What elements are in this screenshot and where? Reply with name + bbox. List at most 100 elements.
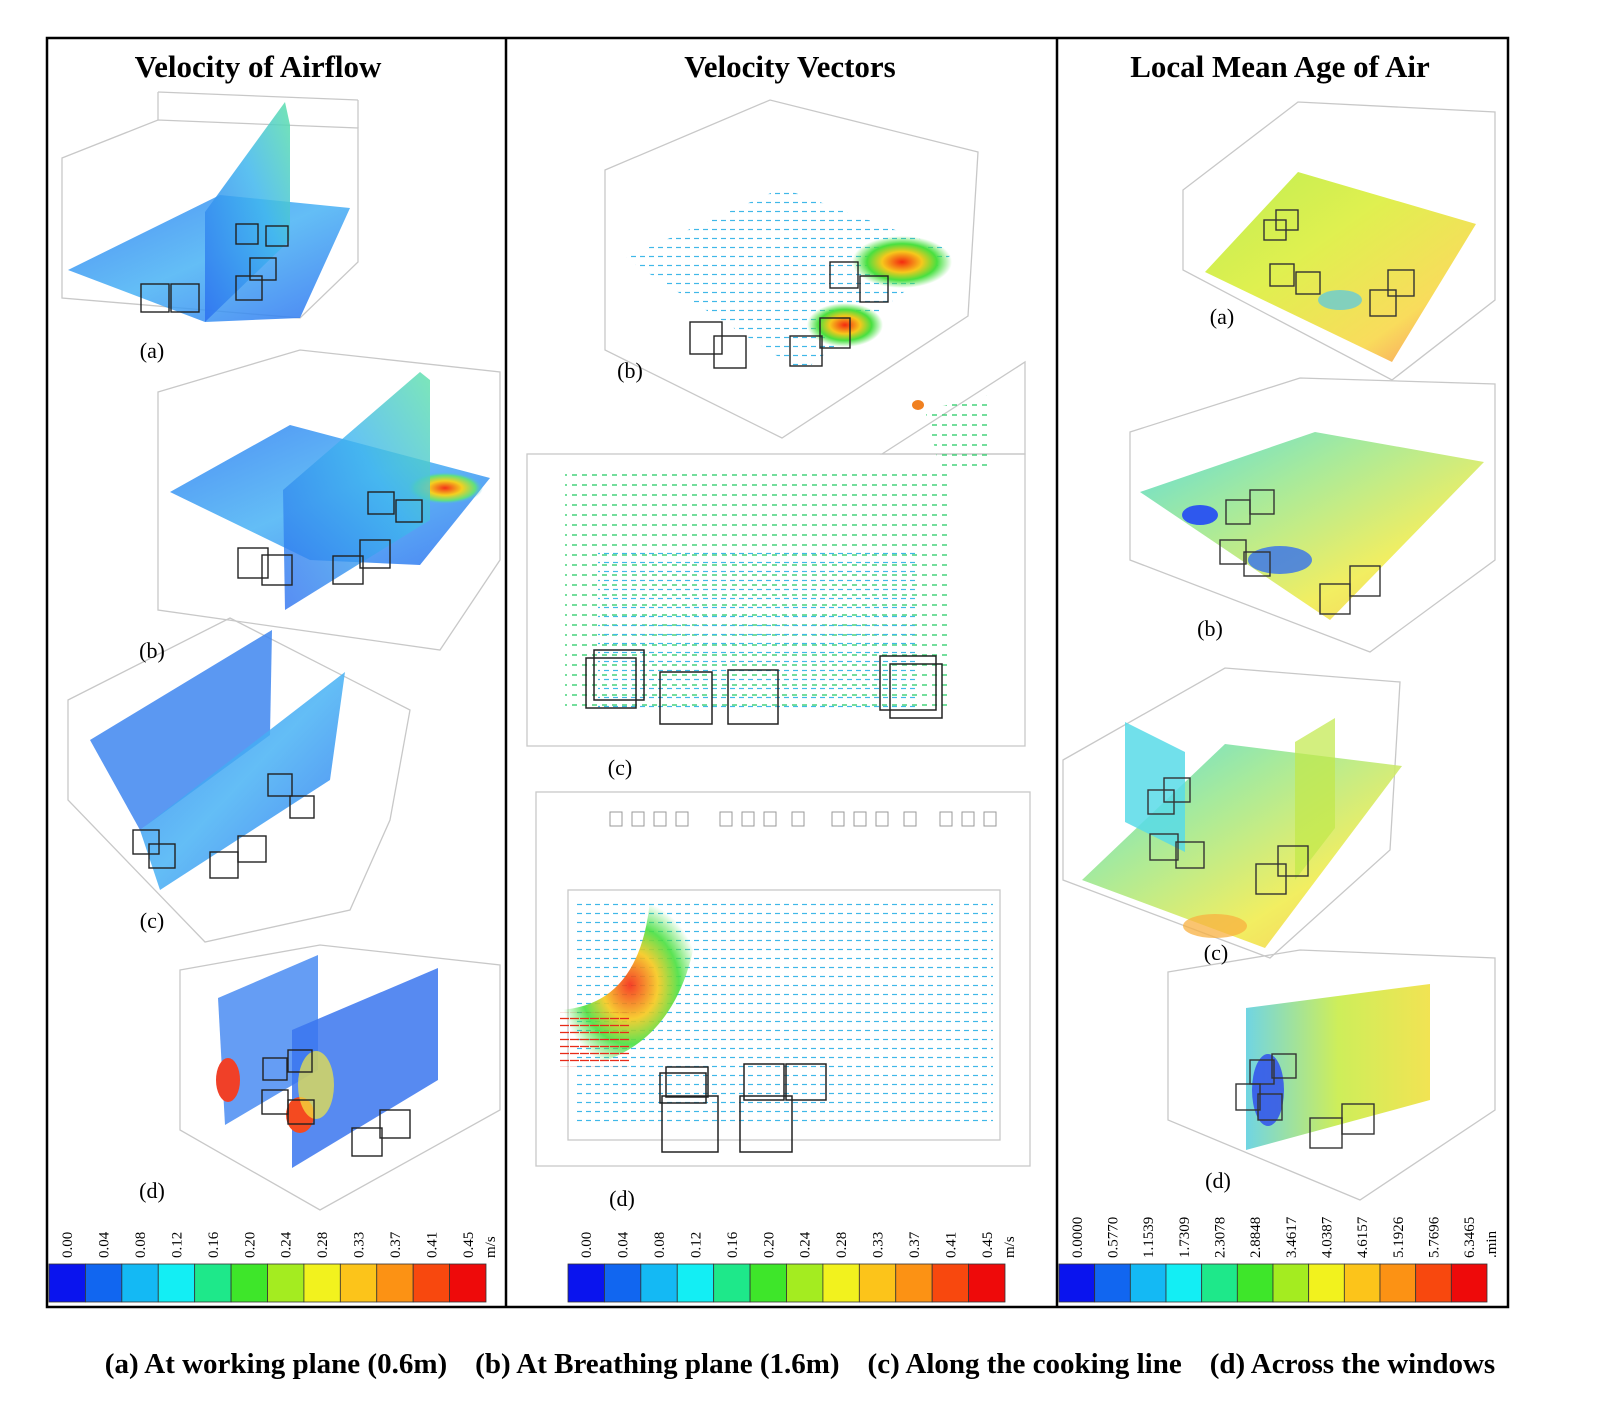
colorbar-swatch	[85, 1263, 123, 1303]
colorbar-swatch	[449, 1263, 487, 1303]
subfigure-label: (d)	[139, 1178, 165, 1203]
colorbar-tick-label: 4.0387	[1320, 1216, 1336, 1258]
colorbar-tick-label: 0.28	[315, 1232, 331, 1258]
colorbar-tick-label: 0.12	[688, 1232, 704, 1258]
colorbar-tick-label: 0.37	[907, 1231, 923, 1258]
colorbar-swatch	[931, 1263, 969, 1303]
colorbar-swatch	[1129, 1263, 1167, 1303]
colorbar-tick-label: 5.1926	[1391, 1216, 1407, 1258]
colorbar-tick-label: 0.16	[206, 1231, 222, 1258]
colorbar-tick-label: 0.41	[943, 1232, 959, 1258]
caption-b: (b) At Breathing plane (1.6m)	[475, 1348, 840, 1380]
colorbar-age: 0.0000 0.5770 1.1539 1.7309 2.3078 2.8848 3.46…	[1058, 1216, 1500, 1303]
colorbar-tick-label: 0.41	[424, 1232, 440, 1258]
colorbar-swatch	[968, 1263, 1006, 1303]
colorbar-tick-label: 0.16	[725, 1231, 741, 1258]
colorbar-tick-label: 0.08	[652, 1232, 668, 1258]
colorbar-tick-label: 2.8848	[1248, 1217, 1264, 1258]
vector-model-b	[604, 99, 979, 439]
colorbar-tick-label: 0.12	[169, 1232, 185, 1258]
colorbar-swatch	[412, 1263, 450, 1303]
colorbar-swatch	[48, 1263, 86, 1303]
caption-d: (d) Across the windows	[1209, 1348, 1496, 1380]
colorbar-swatch	[339, 1263, 378, 1303]
colorbar-tick-label: 0.24	[279, 1231, 295, 1258]
colorbar-swatch	[303, 1263, 341, 1303]
colorbar-tick-label: 0.45	[461, 1232, 477, 1258]
colorbar-swatch	[1415, 1263, 1452, 1303]
age-model-a	[1182, 101, 1496, 381]
age-model-d	[1167, 949, 1496, 1201]
subfigure-label: (d)	[1205, 1168, 1231, 1193]
colorbar-unit: m/s	[483, 1236, 499, 1258]
colorbar-swatch	[567, 1263, 605, 1303]
vector-model-d	[535, 791, 1031, 1167]
caption-c: (c) Along the cooking line	[867, 1348, 1182, 1380]
colorbar-swatch	[376, 1263, 414, 1303]
colorbar-swatch	[895, 1263, 933, 1303]
room-model-d	[179, 944, 501, 1211]
subfigure-label: (b)	[1197, 616, 1223, 641]
colorbar-swatch	[858, 1263, 897, 1303]
colorbar-swatch	[230, 1263, 268, 1303]
colorbar-tick-label: 0.00	[60, 1232, 76, 1258]
colorbar-tick-label: 0.37	[388, 1231, 404, 1258]
colorbar-swatch	[1272, 1263, 1310, 1303]
panel-velocity-airflow	[61, 91, 501, 1211]
colorbar-tick-label: 0.04	[97, 1231, 113, 1258]
colorbar-tick-label: 0.20	[242, 1232, 258, 1258]
colorbar-swatch	[1058, 1263, 1096, 1303]
colorbar-tick-label: 0.28	[834, 1232, 850, 1258]
subfigure-label: (d)	[609, 1186, 635, 1211]
colorbar-tick-label: 1.7309	[1177, 1217, 1193, 1258]
colorbar-velocity: 0.00 0.04 0.08 0.12 0.16 0.20 0.24 0.28 0.33 0.37…	[48, 1231, 499, 1303]
subfigure-label: (c)	[1204, 940, 1228, 965]
subfigure-label: (c)	[140, 908, 164, 933]
colorbar-swatch	[676, 1263, 715, 1303]
subfigure-label: (c)	[608, 755, 632, 780]
colorbar-tick-label: 6.3465	[1462, 1217, 1478, 1258]
colorbar-tick-label: 0.04	[616, 1231, 632, 1258]
colorbar-swatch	[267, 1263, 305, 1303]
age-model-c	[1062, 667, 1402, 959]
colorbar-swatch	[157, 1263, 196, 1303]
subfigure-label: (b)	[139, 638, 165, 663]
colorbar-tick-label: 3.4617	[1284, 1216, 1300, 1258]
colorbar-tick-label: 0.33	[871, 1232, 887, 1258]
colorbar-swatch	[1165, 1263, 1203, 1303]
colorbar-swatch	[749, 1263, 787, 1303]
colorbar-tick-label: 0.24	[798, 1231, 814, 1258]
colorbar-vectors: 0.00 0.04 0.08 0.12 0.16 0.20 0.24 0.28 0.33 0.37…	[567, 1231, 1018, 1303]
subfigure-label: (a)	[1210, 304, 1234, 329]
colorbar-tick-label: 4.6157	[1355, 1216, 1371, 1258]
room-model-b	[157, 349, 501, 651]
colorbar-swatch	[786, 1263, 824, 1303]
colorbar-tick-label: 0.5770	[1106, 1217, 1122, 1258]
colorbar-swatch	[822, 1263, 860, 1303]
colorbar-swatch	[1236, 1263, 1274, 1303]
colorbar-tick-label: 1.1539	[1141, 1217, 1157, 1258]
colorbar-unit: m/s	[1002, 1236, 1018, 1258]
colorbar-tick-label: 0.08	[133, 1232, 149, 1258]
room-model-c	[67, 617, 411, 943]
colorbar-swatch	[713, 1263, 751, 1303]
figure-caption: (a) At working plane (0.6m) (b) At Breath…	[0, 1348, 1600, 1381]
colorbar-tick-label: 5.7696	[1427, 1216, 1443, 1258]
colorbar-swatch	[194, 1263, 232, 1303]
colorbar-swatch	[1450, 1263, 1488, 1303]
colorbar-tick-label: 0.20	[761, 1232, 777, 1258]
subfigure-label: (a)	[140, 338, 164, 363]
colorbar-tick-label: 0.33	[352, 1232, 368, 1258]
panel-title: Local Mean Age of Air	[1130, 49, 1430, 84]
colorbar-swatch	[1308, 1263, 1345, 1303]
panel-velocity-vectors	[526, 99, 1031, 1167]
colorbar-tick-label: 0.00	[579, 1232, 595, 1258]
vector-model-c	[526, 360, 1026, 747]
colorbar-tick-label: 2.3078	[1213, 1217, 1229, 1258]
panel-title: Velocity Vectors	[684, 49, 896, 84]
colorbar-unit: .min	[1484, 1230, 1500, 1258]
panel-title: Velocity of Airflow	[135, 49, 382, 84]
colorbar-swatch	[121, 1263, 159, 1303]
panel-mean-age-air	[1062, 101, 1496, 1201]
